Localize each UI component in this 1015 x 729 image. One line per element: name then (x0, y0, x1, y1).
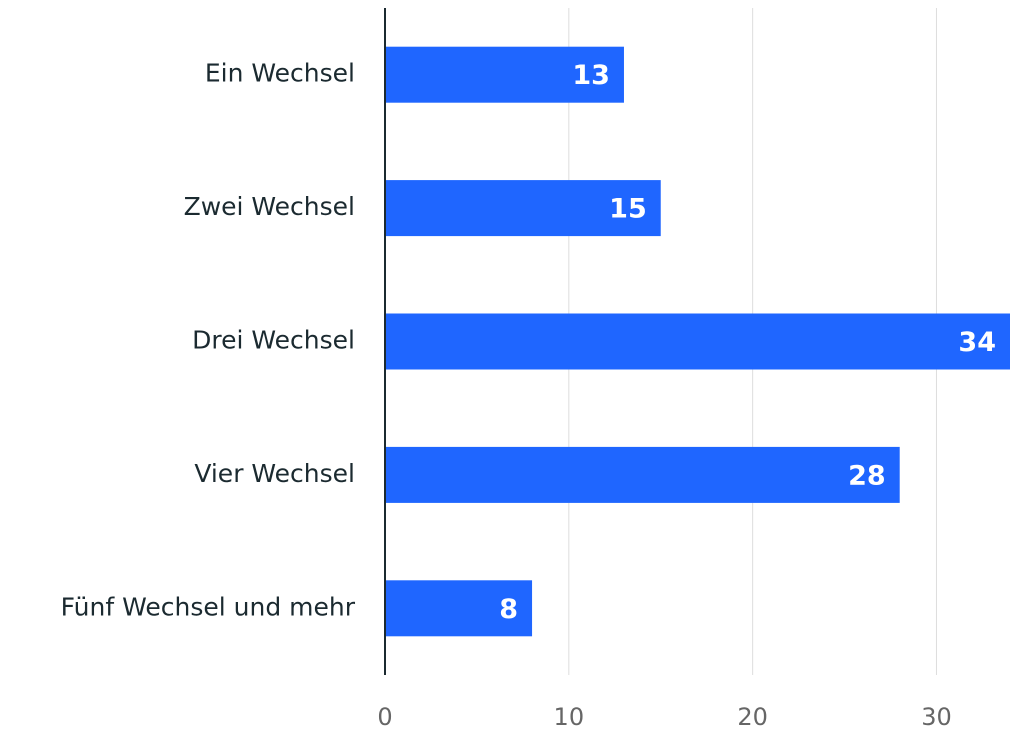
y-tick-label: Fünf Wechsel und mehr (61, 592, 356, 621)
y-tick-label: Drei Wechsel (192, 326, 355, 355)
y-tick-label: Ein Wechsel (205, 59, 355, 88)
value-label: 28 (848, 460, 886, 491)
bar (385, 180, 661, 237)
value-label: 15 (609, 194, 647, 225)
x-tick-label: 0 (377, 703, 392, 729)
value-label: 13 (572, 60, 610, 91)
y-tick-label: Vier Wechsel (194, 459, 355, 488)
y-tick-label: Zwei Wechsel (184, 192, 355, 221)
value-label: 34 (958, 327, 996, 358)
x-tick-label: 10 (554, 703, 585, 729)
x-tick-label: 30 (921, 703, 952, 729)
bar (385, 313, 1010, 370)
bar (385, 46, 624, 103)
bar (385, 446, 900, 503)
bar (385, 580, 533, 637)
x-tick-label: 20 (737, 703, 768, 729)
value-label: 8 (499, 594, 518, 625)
